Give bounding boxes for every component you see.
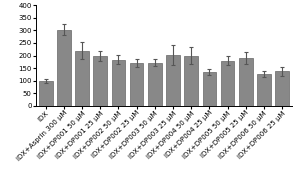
Bar [203, 72, 216, 106]
Bar [112, 60, 125, 106]
Bar [39, 80, 52, 106]
Bar [257, 74, 271, 106]
Bar [57, 30, 71, 106]
Bar [239, 58, 252, 106]
Bar [148, 63, 162, 106]
Bar [184, 56, 198, 106]
Bar [166, 55, 180, 106]
Bar [75, 50, 89, 106]
Bar [94, 56, 107, 106]
Bar [130, 63, 143, 106]
Bar [221, 60, 234, 106]
Bar [275, 71, 289, 106]
